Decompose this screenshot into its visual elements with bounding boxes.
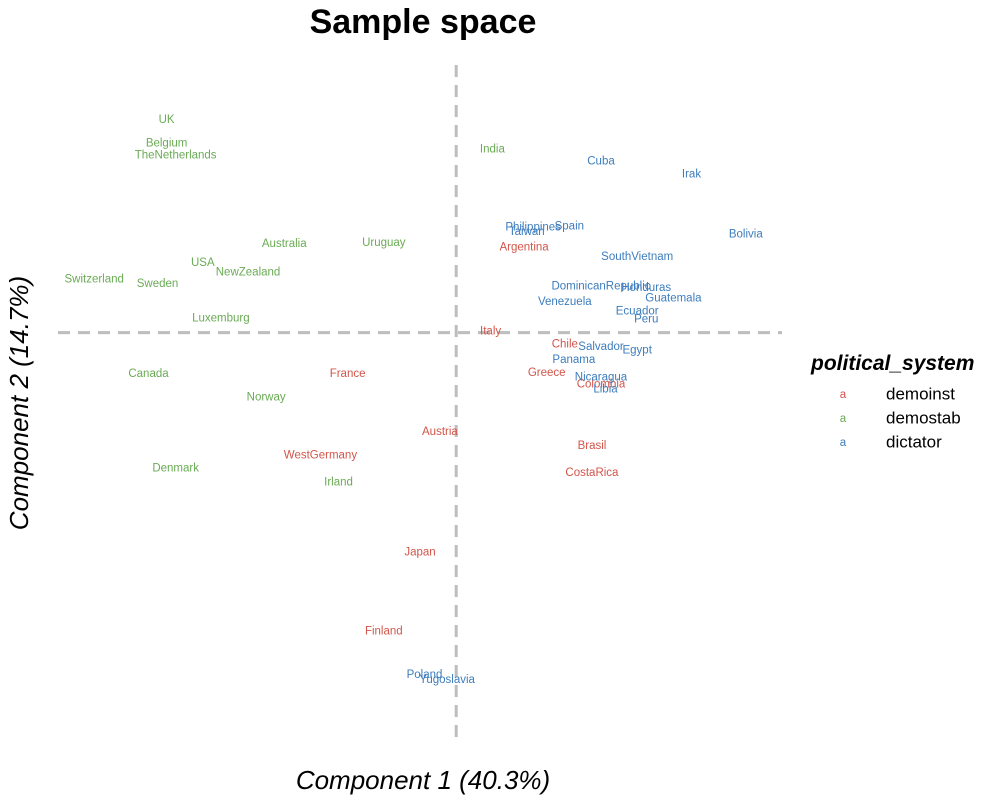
point-label-usa: USA [191, 257, 215, 269]
point-label-finland: Finland [365, 626, 403, 638]
point-label-irland: Irland [324, 477, 353, 489]
point-label-bolivia: Bolivia [729, 229, 763, 241]
point-label-italy: Italy [480, 325, 501, 337]
point-label-belgium: Belgium [146, 138, 188, 150]
point-label-brasil: Brasil [578, 440, 607, 452]
point-label-india: India [480, 144, 506, 156]
legend: political_system a demoinst a demostab a dict… [810, 352, 974, 451]
point-label-luxemburg: Luxemburg [192, 312, 250, 324]
point-label-nicaragua: Nicaragua [575, 372, 628, 384]
legend-key-glyph: a [840, 413, 847, 425]
point-label-libia: Libia [593, 383, 618, 395]
point-label-spain: Spain [555, 220, 584, 232]
point-label-southvietnam: SouthVietnam [601, 251, 673, 263]
point-label-austria: Austria [422, 426, 458, 438]
point-label-costarica: CostaRica [565, 467, 619, 479]
point-label-colombia: Colombia [577, 379, 626, 391]
legend-label: demoinst [886, 384, 955, 403]
point-label-yugoslavia: Yugoslavia [419, 674, 475, 686]
legend-key-glyph: a [840, 437, 847, 449]
point-label-honduras: Honduras [621, 282, 671, 294]
point-label-argentina: Argentina [499, 242, 549, 254]
point-label-switzerland: Switzerland [64, 273, 123, 285]
point-label-denmark: Denmark [152, 463, 199, 475]
point-label-philippines: Philippines [505, 222, 561, 234]
point-label-egypt: Egypt [622, 344, 652, 356]
point-label-norway: Norway [247, 392, 286, 404]
point-label-canada: Canada [128, 368, 169, 380]
point-label-australia: Australia [262, 238, 307, 250]
legend-label: demostab [886, 408, 961, 427]
point-label-uruguay: Uruguay [362, 237, 406, 249]
point-label-france: France [330, 368, 366, 380]
legend-item-demostab: a demostab [840, 408, 961, 427]
legend-item-demoinst: a demoinst [840, 384, 955, 403]
point-label-westgermany: WestGermany [284, 450, 358, 462]
point-label-taiwan: Taiwan [509, 226, 545, 238]
point-label-greece: Greece [528, 367, 566, 379]
point-label-dominicanrepublic: DominicanRepublic [551, 281, 650, 293]
point-label-sweden: Sweden [137, 278, 179, 290]
point-label-poland: Poland [407, 669, 443, 681]
chart-title: Sample space [310, 3, 537, 41]
point-label-chile: Chile [552, 338, 578, 350]
point-label-salvador: Salvador [578, 341, 624, 353]
point-label-venezuela: Venezuela [538, 296, 592, 308]
y-axis-title: Component 2 (14.7%) [4, 276, 34, 530]
legend-label: dictator [886, 432, 942, 451]
legend-items: a demoinst a demostab a dictator [840, 384, 961, 451]
point-label-panama: Panama [552, 354, 595, 366]
legend-title: political_system [810, 352, 974, 375]
point-label-cuba: Cuba [587, 155, 615, 167]
point-label-newzealand: NewZealand [216, 266, 281, 278]
point-label-peru: Peru [634, 314, 658, 326]
point-label-thenetherlands: TheNetherlands [135, 149, 217, 161]
point-label-japan: Japan [404, 546, 435, 558]
point-label-guatemala: Guatemala [645, 292, 702, 304]
point-label-uk: UK [159, 114, 175, 126]
point-label-ecuador: Ecuador [616, 305, 659, 317]
legend-item-dictator: a dictator [840, 432, 942, 451]
legend-key-glyph: a [840, 389, 847, 401]
point-label-irak: Irak [682, 168, 701, 180]
x-axis-title: Component 1 (40.3%) [296, 765, 550, 795]
